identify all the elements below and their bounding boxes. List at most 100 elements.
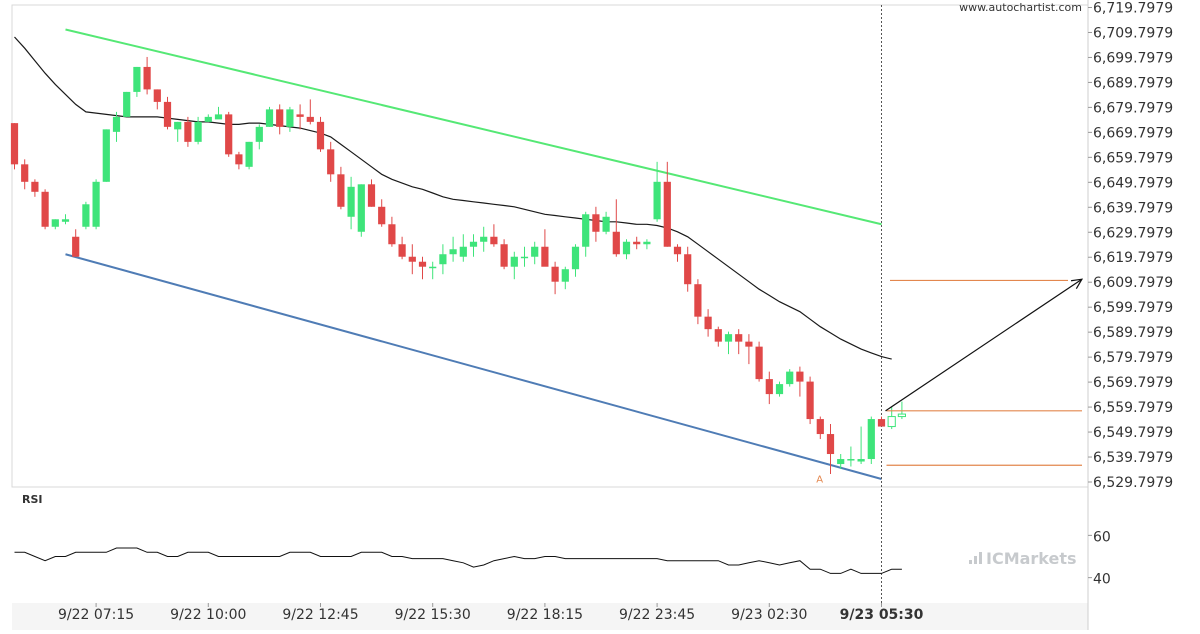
candle-body bbox=[459, 246, 467, 257]
candle-body bbox=[469, 241, 478, 247]
candle-body bbox=[592, 214, 600, 232]
time-tick-label: 9/22 15:30 bbox=[395, 607, 471, 623]
candle-body bbox=[816, 419, 824, 435]
candle-body bbox=[877, 419, 886, 427]
price-tick-label: 6,589.7979 bbox=[1093, 325, 1173, 341]
candle-body bbox=[439, 254, 447, 265]
chart-panel-background bbox=[11, 0, 1089, 630]
candle-body bbox=[520, 256, 529, 259]
candle-body bbox=[286, 109, 294, 127]
price-tick-label: 6,709.7979 bbox=[1093, 25, 1173, 41]
candle-body bbox=[347, 186, 355, 217]
candle-body bbox=[388, 224, 396, 245]
candle-body bbox=[21, 164, 29, 182]
forecast-arrow-line bbox=[885, 278, 1083, 412]
site-url[interactable]: www.autochartist.com bbox=[959, 1, 1082, 14]
price-tick-label: 6,579.7979 bbox=[1093, 350, 1173, 366]
candle-body bbox=[41, 191, 49, 227]
candle-body bbox=[714, 329, 722, 342]
candle-body bbox=[653, 181, 661, 220]
candle-body bbox=[153, 89, 161, 102]
resistance-trendline bbox=[65, 28, 882, 226]
candle-body bbox=[510, 256, 518, 267]
broker-watermark: ICMarkets bbox=[969, 549, 1077, 568]
pattern-point-label: A bbox=[816, 475, 823, 486]
time-axis-band bbox=[12, 603, 1088, 630]
candle-body bbox=[765, 379, 773, 395]
candle-body bbox=[857, 459, 865, 462]
candle-body bbox=[123, 91, 131, 117]
candle-body bbox=[867, 419, 875, 460]
candle-body bbox=[306, 116, 314, 122]
price-tick-label: 6,609.7979 bbox=[1093, 275, 1173, 291]
candle-body bbox=[214, 114, 223, 120]
time-tick-label: 9/22 10:00 bbox=[170, 607, 246, 623]
price-tick-label: 6,549.7979 bbox=[1093, 425, 1173, 441]
candle-body bbox=[327, 149, 335, 175]
watermark-text: ICMarkets bbox=[986, 549, 1077, 568]
time-tick-label: 9/23 05:30 bbox=[840, 607, 924, 623]
price-tick-label: 6,629.7979 bbox=[1093, 225, 1173, 241]
levels-layer: A bbox=[816, 278, 1084, 486]
time-tick-label: 9/22 23:45 bbox=[619, 607, 695, 623]
candle-body bbox=[276, 109, 284, 127]
candle-body bbox=[429, 266, 437, 269]
time-tick-label: 9/22 18:15 bbox=[507, 607, 583, 623]
candle-body bbox=[673, 246, 682, 255]
candle-body bbox=[408, 256, 416, 262]
price-tick-label: 6,539.7979 bbox=[1093, 450, 1173, 466]
candle-body bbox=[887, 416, 896, 428]
candle-body bbox=[225, 114, 233, 155]
candle-body bbox=[72, 236, 80, 257]
price-tick-label: 6,669.7979 bbox=[1093, 125, 1173, 141]
candle-body bbox=[541, 246, 549, 267]
candle-body bbox=[82, 204, 90, 227]
rsi-title: RSI bbox=[22, 493, 43, 506]
rsi-line bbox=[14, 547, 902, 574]
watermark-bar-icon bbox=[974, 556, 977, 564]
watermark-bar-icon bbox=[979, 552, 982, 564]
candle-body bbox=[92, 181, 100, 227]
candle-body bbox=[796, 371, 804, 382]
candle-body bbox=[786, 371, 794, 385]
candle-body bbox=[490, 236, 498, 245]
candle-body bbox=[112, 116, 121, 132]
candle-body bbox=[500, 244, 508, 267]
price-tick-label: 6,699.7979 bbox=[1093, 50, 1173, 66]
time-tick-label: 9/22 07:15 bbox=[58, 607, 134, 623]
moving-average-layer bbox=[14, 36, 892, 360]
candle-body bbox=[398, 244, 406, 257]
candle-body bbox=[663, 181, 671, 247]
moving-average-line bbox=[14, 36, 892, 360]
candle-body bbox=[204, 116, 212, 122]
candle-body bbox=[775, 384, 784, 395]
candle-body bbox=[255, 126, 263, 142]
candle-body bbox=[755, 346, 763, 380]
candle-body bbox=[245, 141, 253, 167]
channel-lines-layer bbox=[65, 5, 882, 603]
candle-body bbox=[571, 246, 580, 270]
candle-body bbox=[449, 249, 457, 255]
price-tick-label: 6,719.7979 bbox=[1093, 0, 1173, 16]
candle-body bbox=[602, 216, 610, 232]
candle-body bbox=[296, 114, 304, 117]
price-tick-label: 6,559.7979 bbox=[1093, 400, 1173, 416]
price-tick-label: 6,529.7979 bbox=[1093, 475, 1173, 491]
candle-body bbox=[194, 121, 202, 142]
candle-body bbox=[133, 66, 141, 92]
price-tick-label: 6,599.7979 bbox=[1093, 300, 1173, 316]
candle-body bbox=[561, 269, 569, 282]
candle-body bbox=[704, 316, 712, 330]
candle-body bbox=[684, 254, 692, 285]
candle-body bbox=[480, 236, 488, 242]
price-axis: 6,719.7979 6,709.7979 6,699.7979 6,689.7979… bbox=[1088, 0, 1173, 491]
time-axis: 9/22 07:15 9/22 10:00 9/22 12:45 9/22 15:30… bbox=[58, 603, 924, 623]
candle-body bbox=[337, 174, 345, 207]
candle-body bbox=[735, 334, 743, 342]
forecast-arrow-head bbox=[1070, 278, 1084, 290]
candle-body bbox=[643, 241, 651, 245]
time-tick-label: 9/22 12:45 bbox=[282, 607, 358, 623]
candle-body bbox=[694, 284, 702, 317]
